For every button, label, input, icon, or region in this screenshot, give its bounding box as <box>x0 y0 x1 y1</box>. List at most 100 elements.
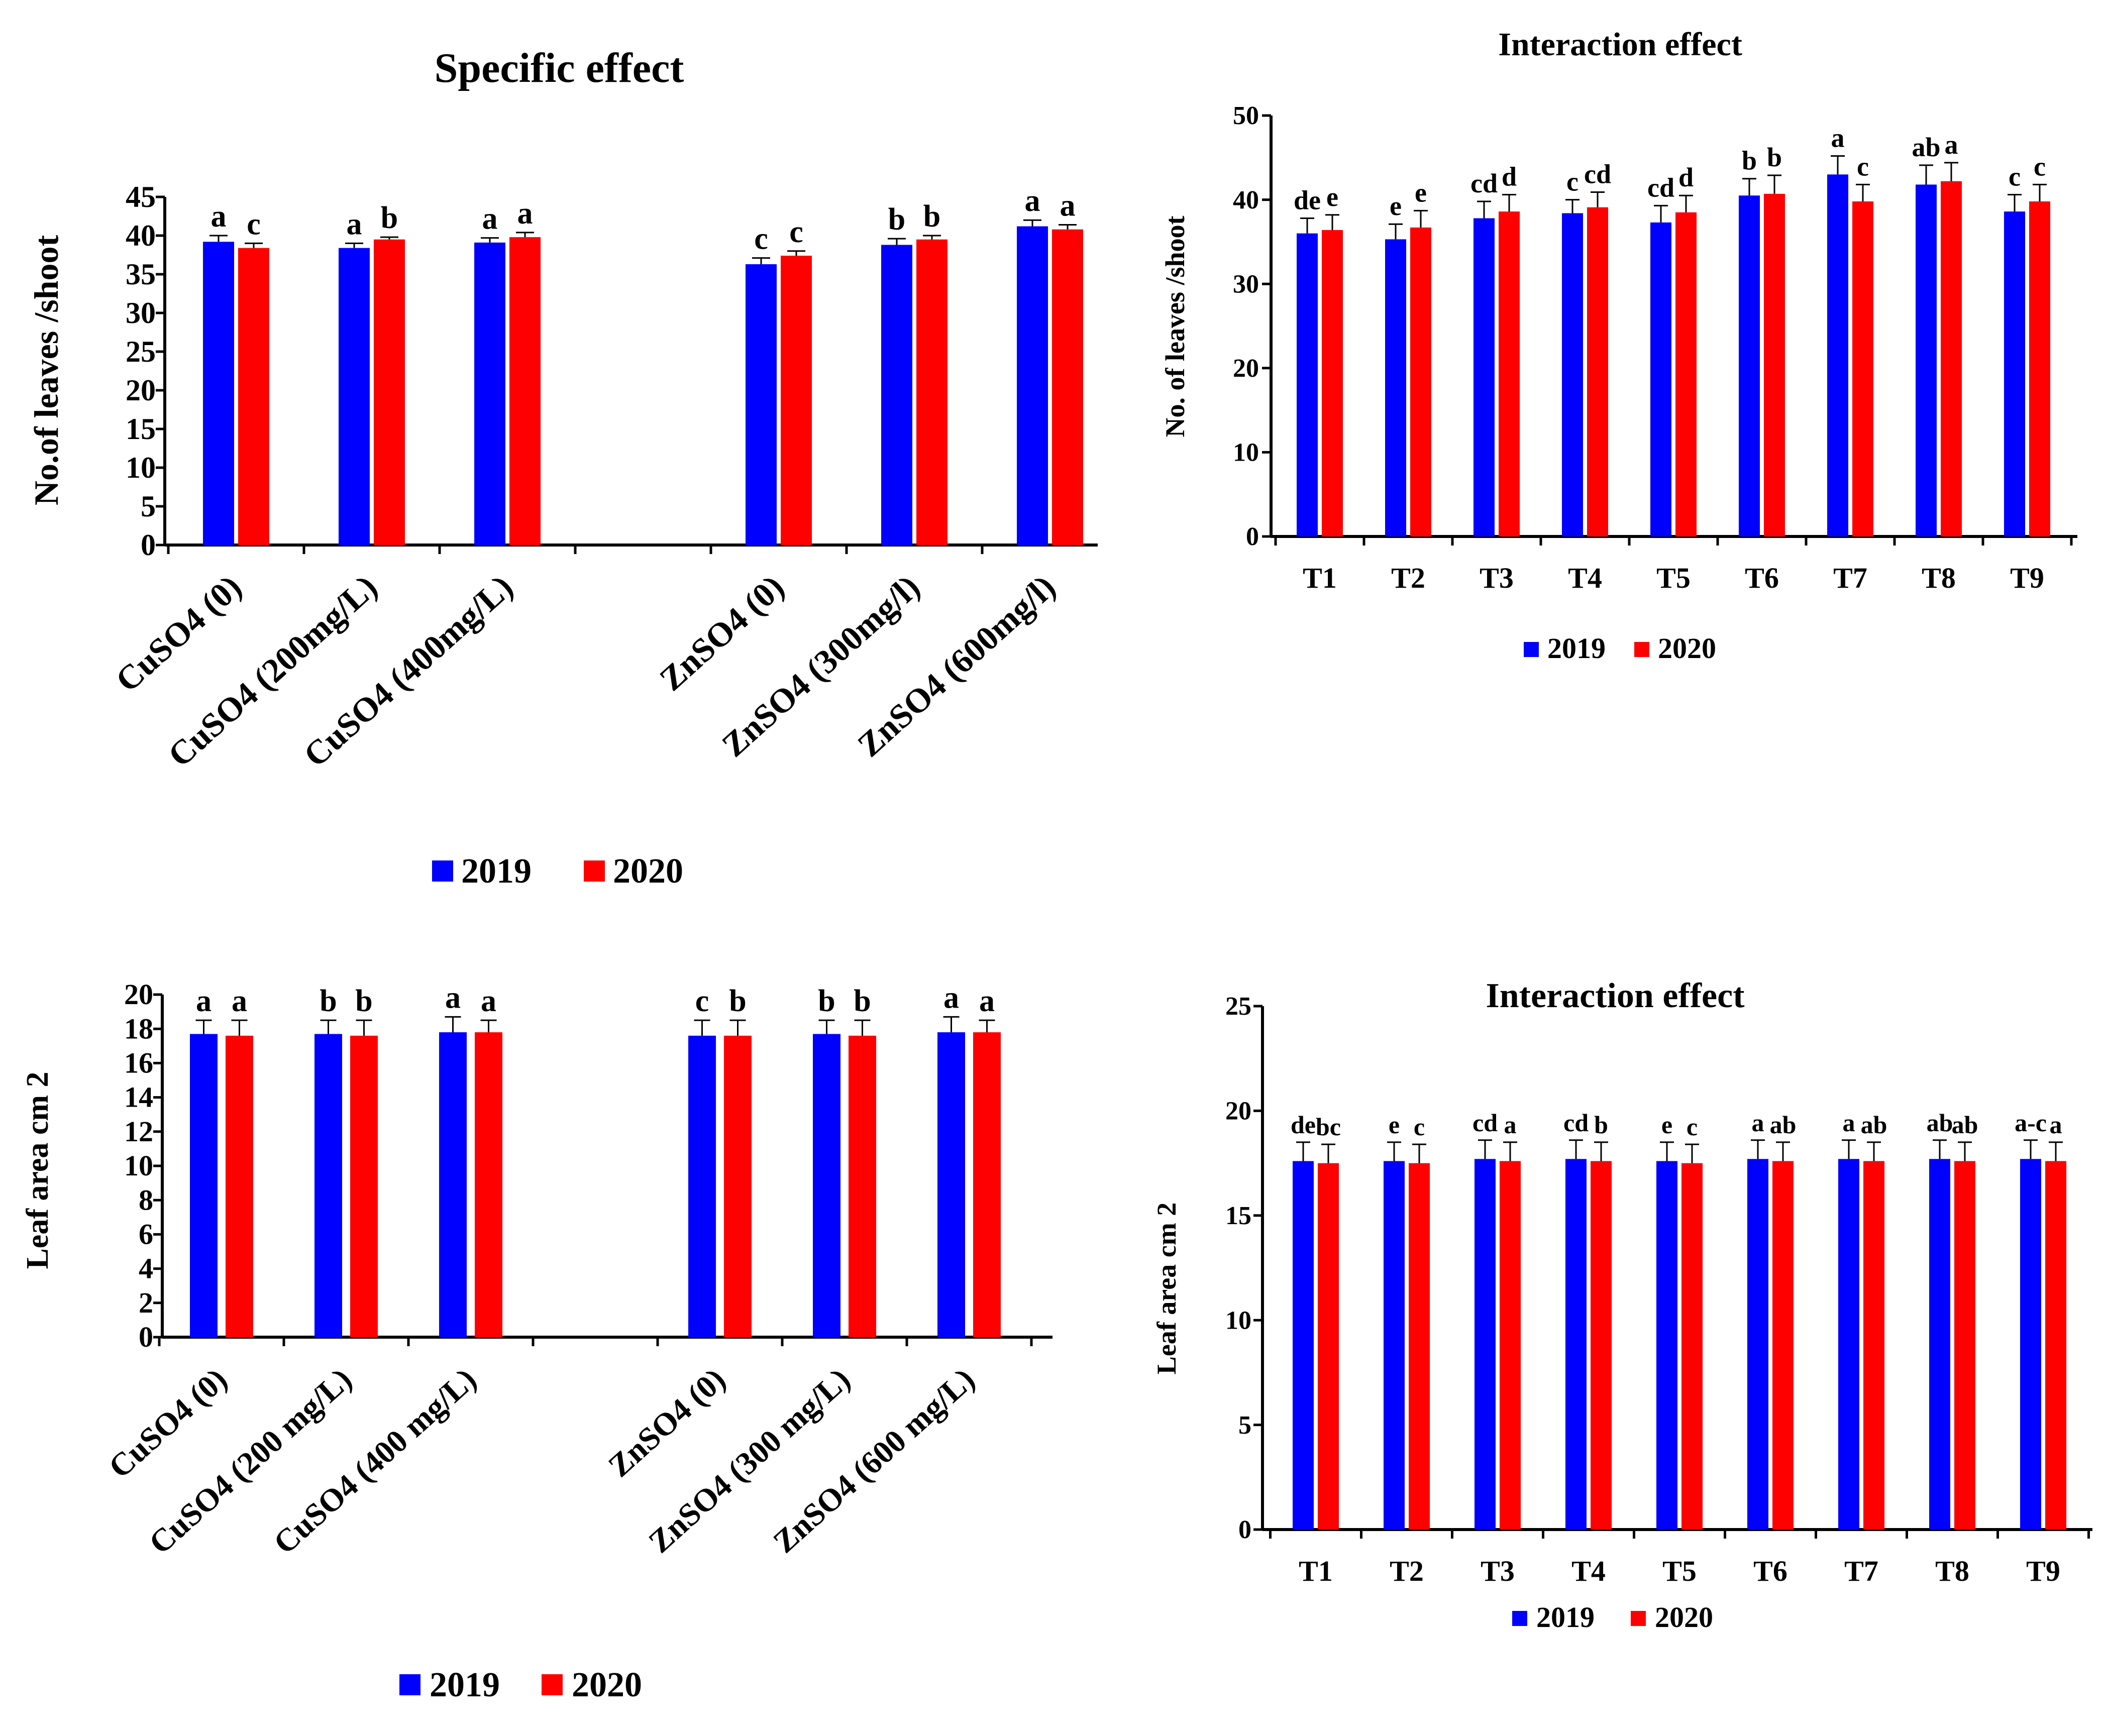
significance-label: a <box>1025 184 1040 218</box>
y-tick-label: 6 <box>139 1218 153 1251</box>
significance-label: ab <box>1861 1111 1887 1139</box>
y-tick-label: 45 <box>126 180 156 213</box>
bar-2020 <box>2045 1161 2066 1530</box>
significance-label: bc <box>1316 1113 1341 1141</box>
y-tick-label: 18 <box>124 1012 153 1045</box>
bar-2019 <box>1385 239 1406 536</box>
bar-2020 <box>509 237 541 546</box>
bar-2019 <box>203 242 234 545</box>
bar-2019 <box>1474 218 1495 536</box>
legend-swatch-2019 <box>432 860 453 882</box>
significance-label: c <box>695 984 709 1018</box>
y-tick-label: 30 <box>126 296 156 330</box>
significance-label: a <box>481 984 496 1018</box>
significance-label: b <box>854 984 871 1018</box>
y-tick-label: 35 <box>126 258 156 291</box>
bar-2020 <box>1772 1161 1794 1530</box>
category-label: ZnSO4 (0) <box>601 1361 732 1484</box>
y-tick-label: 15 <box>1225 1202 1251 1230</box>
bar-2019 <box>190 1034 218 1337</box>
category-label: T4 <box>1568 562 1602 594</box>
legend-label: 2019 <box>461 852 532 891</box>
legend-swatch-2020 <box>584 860 605 882</box>
significance-label: c <box>247 207 261 241</box>
bar-2020 <box>1499 211 1520 537</box>
significance-label: de <box>1294 185 1321 215</box>
significance-label: c <box>2009 162 2021 192</box>
category-label: T9 <box>2026 1555 2060 1587</box>
significance-label: c <box>2034 151 2046 181</box>
significance-label: a <box>445 981 461 1015</box>
significance-label: a <box>211 199 227 234</box>
significance-label: b <box>381 201 398 235</box>
y-tick-label: 0 <box>1246 522 1259 551</box>
significance-label: ab <box>1912 132 1940 162</box>
bar-2020 <box>1591 1161 1612 1530</box>
bar-2019 <box>688 1035 716 1337</box>
category-label: T5 <box>1656 562 1691 594</box>
chart-title: Interaction effect <box>1486 976 1744 1015</box>
y-axis-label: Leaf area cm 2 <box>21 1071 55 1269</box>
category-label: CuSO4 (400 mg/L) <box>267 1361 483 1561</box>
legend-swatch-2020 <box>1631 1611 1646 1626</box>
bar-2019 <box>1747 1159 1768 1530</box>
bar-2020 <box>1500 1161 1521 1530</box>
significance-label: e <box>1389 1111 1400 1139</box>
significance-label: ab <box>1927 1109 1953 1137</box>
bar-2019 <box>1650 222 1671 536</box>
bar-2019 <box>813 1034 840 1337</box>
category-label: ZnSO4 (600 mg/L) <box>766 1361 981 1560</box>
significance-label: a <box>1060 188 1076 223</box>
significance-label: b <box>923 199 940 234</box>
bar-2020 <box>374 239 405 545</box>
y-tick-label: 16 <box>124 1047 153 1079</box>
category-label: T2 <box>1390 1555 1424 1587</box>
legend-swatch-2020 <box>1634 642 1649 657</box>
y-tick-label: 10 <box>1225 1306 1251 1335</box>
bar-2020 <box>238 248 269 545</box>
significance-label: a <box>1945 130 1958 160</box>
significance-label: e <box>1415 177 1427 207</box>
bar-2019 <box>881 245 912 546</box>
significance-label: b <box>355 984 372 1018</box>
y-tick-label: 15 <box>126 412 156 446</box>
significance-label: c <box>789 215 803 249</box>
bar-2019 <box>439 1032 467 1337</box>
bar-2019 <box>1384 1161 1405 1530</box>
bar-2019 <box>1916 184 1937 536</box>
bar-2019 <box>1297 233 1318 536</box>
significance-label: b <box>888 202 905 237</box>
category-label: T8 <box>1935 1555 1969 1587</box>
bar-2019 <box>1838 1159 1859 1530</box>
bar-2020 <box>1863 1161 1884 1530</box>
y-tick-label: 0 <box>1238 1515 1251 1544</box>
y-tick-label: 5 <box>1238 1411 1251 1440</box>
bar-2020 <box>475 1032 502 1337</box>
significance-label: a <box>1831 123 1845 153</box>
significance-label: d <box>1502 162 1517 192</box>
y-tick-label: 25 <box>126 335 156 368</box>
category-label: T9 <box>2010 562 2044 594</box>
bar-2020 <box>724 1035 752 1337</box>
category-label: T4 <box>1571 1555 1606 1587</box>
significance-label: a <box>517 196 533 231</box>
bar-2020 <box>1052 229 1083 545</box>
legend-swatch-2019 <box>1512 1611 1527 1626</box>
category-label: ZnSO4 (0) <box>652 568 791 698</box>
category-label: T1 <box>1303 562 1337 594</box>
bar-2020 <box>1852 201 1873 536</box>
significance-label: c <box>754 222 768 256</box>
significance-label: b <box>729 984 746 1018</box>
significance-label: d <box>1678 162 1694 192</box>
significance-label: a <box>2050 1111 2062 1139</box>
bar-2020 <box>1318 1163 1339 1530</box>
significance-label: b <box>1594 1111 1608 1139</box>
bar-2020 <box>973 1032 1001 1337</box>
y-axis-label: Leaf area cm 2 <box>1151 1203 1182 1374</box>
significance-label: a <box>1843 1109 1855 1137</box>
significance-label: c <box>1687 1113 1698 1141</box>
bar-2020 <box>1409 1163 1430 1530</box>
legend-label: 2020 <box>1658 632 1716 665</box>
